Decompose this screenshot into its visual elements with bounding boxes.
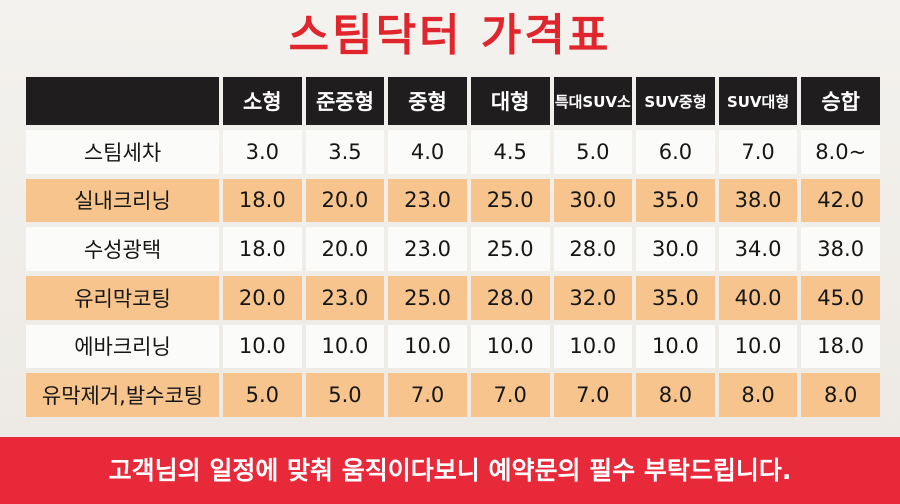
price-cell: 18.0 — [801, 324, 880, 369]
price-cell: 45.0 — [801, 275, 880, 320]
price-cell: 23.0 — [388, 227, 467, 271]
price-cell: 3.5 — [305, 130, 385, 174]
price-table: 소형 준중형 중형 대형 특대SUV소 SUV중형 SUV대형 승합 스팀세차 … — [22, 72, 884, 422]
price-cell: 30.0 — [553, 178, 633, 223]
price-cell: 10.0 — [718, 324, 798, 369]
price-cell: 25.0 — [470, 227, 550, 271]
column-header: 특대SUV소 — [553, 77, 633, 125]
price-cell: 3.0 — [223, 130, 302, 174]
price-cell: 7.0 — [470, 373, 550, 417]
price-cell: 25.0 — [470, 178, 550, 223]
price-cell: 8.0 — [718, 373, 798, 417]
table-row: 유리막코팅 20.0 23.0 25.0 28.0 32.0 35.0 40.0… — [26, 275, 880, 320]
column-header: SUV중형 — [636, 77, 715, 125]
price-cell: 25.0 — [388, 275, 467, 320]
table-row: 스팀세차 3.0 3.5 4.0 4.5 5.0 6.0 7.0 8.0~ — [26, 130, 880, 174]
price-cell: 20.0 — [305, 227, 385, 271]
price-cell: 10.0 — [305, 324, 385, 369]
column-header: 승합 — [801, 77, 880, 125]
price-cell: 34.0 — [718, 227, 798, 271]
price-cell: 38.0 — [718, 178, 798, 223]
price-cell: 7.0 — [553, 373, 633, 417]
price-cell: 30.0 — [636, 227, 715, 271]
price-cell: 10.0 — [636, 324, 715, 369]
column-header: 준중형 — [305, 77, 385, 125]
price-cell: 28.0 — [553, 227, 633, 271]
price-cell: 10.0 — [553, 324, 633, 369]
header-row: 소형 준중형 중형 대형 특대SUV소 SUV중형 SUV대형 승합 — [26, 77, 880, 125]
price-cell: 23.0 — [305, 275, 385, 320]
table-row: 유막제거,발수코팅 5.0 5.0 7.0 7.0 7.0 8.0 8.0 8.… — [26, 373, 880, 417]
price-cell: 20.0 — [223, 275, 302, 320]
price-cell: 10.0 — [223, 324, 302, 369]
row-label: 에바크리닝 — [26, 324, 219, 369]
table-row: 에바크리닝 10.0 10.0 10.0 10.0 10.0 10.0 10.0… — [26, 324, 880, 369]
price-cell: 8.0 — [801, 373, 880, 417]
price-cell: 7.0 — [718, 130, 798, 174]
price-cell: 8.0 — [636, 373, 715, 417]
row-label: 실내크리닝 — [26, 178, 219, 223]
header-corner-cell — [26, 77, 219, 125]
table-row: 실내크리닝 18.0 20.0 23.0 25.0 30.0 35.0 38.0… — [26, 178, 880, 223]
table-row: 수성광택 18.0 20.0 23.0 25.0 28.0 30.0 34.0 … — [26, 227, 880, 271]
column-header: 소형 — [223, 77, 302, 125]
row-label: 수성광택 — [26, 227, 219, 271]
price-cell: 5.0 — [223, 373, 302, 417]
price-cell: 20.0 — [305, 178, 385, 223]
price-cell: 35.0 — [636, 275, 715, 320]
column-header: 중형 — [388, 77, 467, 125]
page-title: 스팀닥터 가격표 — [288, 10, 612, 61]
price-cell: 7.0 — [388, 373, 467, 417]
price-cell: 40.0 — [718, 275, 798, 320]
row-label: 유막제거,발수코팅 — [26, 373, 219, 417]
price-cell: 38.0 — [801, 227, 880, 271]
column-header: 대형 — [470, 77, 550, 125]
price-cell: 10.0 — [388, 324, 467, 369]
price-cell: 23.0 — [388, 178, 467, 223]
price-cell: 6.0 — [636, 130, 715, 174]
price-cell: 4.0 — [388, 130, 467, 174]
price-cell: 8.0~ — [801, 130, 880, 174]
row-label: 스팀세차 — [26, 130, 219, 174]
price-cell: 32.0 — [553, 275, 633, 320]
reservation-notice-banner: 고객님의 일정에 맞춰 움직이다보니 예약문의 필수 부탁드립니다. — [0, 437, 900, 504]
row-label: 유리막코팅 — [26, 275, 219, 320]
price-cell: 35.0 — [636, 178, 715, 223]
column-header: SUV대형 — [718, 77, 798, 125]
price-cell: 4.5 — [470, 130, 550, 174]
price-cell: 5.0 — [305, 373, 385, 417]
price-cell: 5.0 — [553, 130, 633, 174]
price-cell: 10.0 — [470, 324, 550, 369]
price-cell: 42.0 — [801, 178, 880, 223]
price-cell: 18.0 — [223, 227, 302, 271]
price-cell: 18.0 — [223, 178, 302, 223]
price-cell: 28.0 — [470, 275, 550, 320]
